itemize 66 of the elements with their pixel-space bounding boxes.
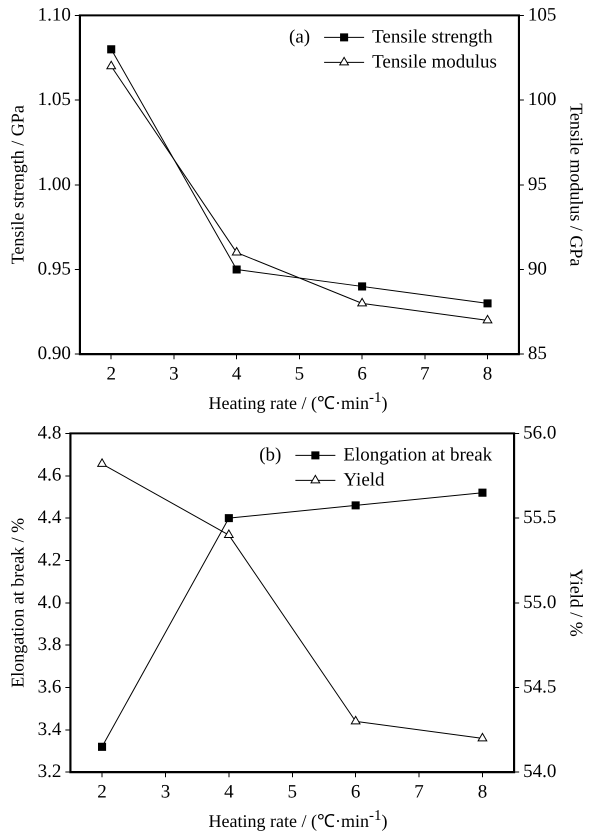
- y-tick-label: 3.6: [38, 676, 62, 698]
- y2-axis-title: Yield / %: [566, 568, 586, 637]
- point: [232, 265, 241, 274]
- x-tick-label: 7: [414, 782, 424, 803]
- annotation: (b): [259, 444, 282, 466]
- y-tick-label: 3.8: [38, 634, 62, 656]
- y-tick-label: 1.00: [38, 174, 71, 195]
- point: [478, 488, 486, 497]
- y2-tick-label: 100: [528, 89, 556, 110]
- x-tick-label: 5: [294, 364, 304, 385]
- x-tick-label: 2: [97, 782, 107, 803]
- x-tick-label: 3: [169, 364, 179, 385]
- x-tick-label: 5: [288, 782, 297, 803]
- x-tick-label: 7: [420, 364, 430, 385]
- point: [358, 282, 366, 290]
- y2-tick-label: 105: [528, 4, 556, 26]
- y2-tick-label: 54.5: [523, 676, 556, 698]
- y-tick-label: 4.8: [38, 422, 62, 444]
- point: [97, 458, 107, 467]
- y-tick-label: 3.4: [38, 718, 62, 740]
- x-axis-title: Heating rate / (℃·min$^{-1}$): [208, 808, 388, 832]
- point: [232, 247, 242, 256]
- y2-tick-label: 56.0: [523, 422, 556, 444]
- point: [98, 742, 106, 751]
- x-tick-label: 4: [224, 782, 234, 803]
- point: [482, 314, 492, 324]
- x-tick-label: 8: [482, 364, 492, 385]
- y-tick-label: 1.10: [38, 4, 71, 26]
- annotation: (a): [289, 26, 310, 48]
- y2-axis-title: Tensile modulus / GPa: [566, 103, 586, 266]
- point: [224, 530, 234, 538]
- legend-label: Tensile strength: [372, 26, 494, 48]
- y2-tick-label: 95: [528, 174, 547, 195]
- point: [106, 60, 116, 70]
- y-tick-label: 1.05: [38, 89, 71, 110]
- x-tick-label: 2: [106, 364, 116, 385]
- y-tick-label: 4.2: [38, 549, 62, 570]
- y2-tick-label: 55.5: [523, 507, 556, 528]
- y-axis-title: Tensile strength / GPa: [8, 105, 28, 264]
- point: [352, 501, 360, 510]
- x-tick-label: 6: [350, 782, 360, 803]
- y2-tick-label: 55.0: [523, 592, 556, 613]
- x-tick-label: 6: [357, 364, 367, 385]
- point: [350, 716, 360, 724]
- point: [224, 514, 233, 522]
- legend-label: Yield: [343, 469, 386, 490]
- x-axis-title: Heating rate / (℃·min$^{-1}$): [208, 390, 388, 414]
- y-tick-label: 4.4: [38, 507, 62, 528]
- x-tick-label: 4: [232, 364, 242, 385]
- y-axis-title: Elongation at break / %: [8, 518, 28, 688]
- y-tick-label: 4.6: [38, 464, 62, 486]
- legend-label: Tensile modulus: [372, 51, 497, 72]
- y-tick-label: 0.95: [38, 258, 71, 280]
- y-tick-label: 4.0: [38, 592, 62, 613]
- y2-tick-label: 85: [528, 343, 547, 364]
- y-tick-label: 0.90: [38, 343, 71, 364]
- x-tick-label: 8: [478, 782, 488, 803]
- x-tick-label: 3: [160, 782, 170, 803]
- point: [478, 732, 488, 742]
- y2-tick-label: 90: [528, 258, 547, 280]
- y2-tick-label: 54.0: [523, 761, 556, 782]
- point: [484, 299, 492, 308]
- point: [357, 298, 367, 306]
- point: [107, 45, 116, 54]
- legend-label: Elongation at break: [343, 444, 493, 466]
- y-tick-label: 3.2: [38, 761, 62, 782]
